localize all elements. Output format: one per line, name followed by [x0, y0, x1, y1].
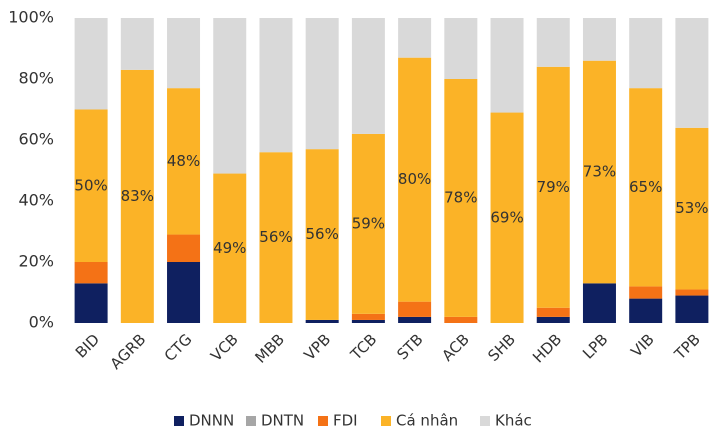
- bar-segment: [536, 307, 570, 317]
- x-tick-label: MBB: [252, 330, 288, 366]
- bar-segment: [675, 289, 709, 296]
- bar-segment: [629, 286, 663, 299]
- bar-segment: [629, 18, 663, 89]
- y-tick-label: 100%: [8, 8, 54, 27]
- bar-segment: [305, 149, 339, 320]
- data-label: 53%: [675, 199, 708, 217]
- bar-segment: [167, 18, 201, 89]
- y-tick-label: 80%: [18, 69, 54, 88]
- x-tick-label: SHB: [484, 330, 519, 365]
- legend-swatch: [381, 416, 391, 426]
- bar-segment: [351, 18, 385, 134]
- bar-segment: [213, 18, 247, 174]
- bar-segment: [167, 234, 201, 262]
- x-tick-label: VPB: [301, 330, 335, 364]
- bar-segment: [398, 18, 432, 58]
- bar-segment: [582, 283, 616, 323]
- x-tick-label: TCB: [346, 330, 380, 364]
- legend-swatch: [246, 416, 256, 426]
- legend-label: FDI: [333, 412, 358, 430]
- bar-segment: [74, 283, 108, 323]
- x-tick-label: CTG: [161, 330, 196, 365]
- bar-segment: [167, 262, 201, 323]
- bar-segment: [582, 18, 616, 61]
- legend-swatch: [318, 416, 328, 426]
- data-label: 56%: [259, 228, 292, 246]
- legend-label: Cá nhân: [396, 412, 458, 430]
- legend-label: DNTN: [261, 412, 304, 430]
- bar-segment: [120, 18, 154, 70]
- y-tick-label: 0%: [29, 313, 54, 332]
- x-tick-label: HDB: [529, 330, 565, 366]
- legend-label: DNNN: [189, 412, 234, 430]
- bar-segment: [398, 301, 432, 317]
- bar-segment: [167, 88, 201, 235]
- bar-segment: [305, 319, 339, 323]
- data-label: 83%: [121, 187, 154, 205]
- data-label: 49%: [213, 239, 246, 257]
- data-label: 65%: [629, 178, 662, 196]
- data-label: 73%: [583, 163, 616, 181]
- bar-segment: [120, 69, 154, 323]
- bar-segment: [536, 66, 570, 308]
- data-label: 56%: [306, 225, 339, 243]
- bar-segment: [74, 262, 108, 284]
- bar-segment: [675, 127, 709, 290]
- data-label: 78%: [444, 188, 477, 206]
- data-label: 50%: [74, 176, 107, 194]
- data-label: 80%: [398, 170, 431, 188]
- bar-segment: [536, 18, 570, 67]
- bar-segment: [351, 133, 385, 314]
- x-tick-label: AGRB: [107, 330, 150, 373]
- y-tick-label: 40%: [18, 191, 54, 210]
- x-tick-label: STB: [393, 330, 426, 363]
- bar-segment: [444, 18, 478, 79]
- bar-segment: [444, 79, 478, 317]
- x-tick-label: VCB: [207, 330, 242, 365]
- bar-segment: [629, 88, 663, 287]
- bar-segment: [213, 173, 247, 323]
- data-label: 69%: [490, 208, 523, 226]
- bar-segment: [675, 18, 709, 128]
- y-tick-label: 60%: [18, 130, 54, 149]
- bar-segment: [490, 18, 524, 113]
- bar-segment: [259, 18, 293, 153]
- bar-segment: [398, 57, 432, 302]
- bar-segment: [351, 313, 385, 320]
- legend-swatch: [480, 416, 490, 426]
- data-label: 59%: [352, 214, 385, 232]
- bar-segment: [490, 112, 524, 323]
- bar-segment: [305, 18, 339, 150]
- legend-swatch: [174, 416, 184, 426]
- bar-segment: [259, 152, 293, 323]
- x-tick-label: VIB: [627, 330, 657, 360]
- bar-segment: [398, 316, 432, 323]
- bar-segment: [74, 109, 108, 262]
- bar-segment: [74, 18, 108, 110]
- bar-segment: [351, 319, 385, 323]
- bar-segment: [444, 316, 478, 323]
- x-tick-label: TPB: [670, 330, 704, 364]
- bar-segment: [536, 316, 570, 323]
- legend-label: Khác: [495, 412, 532, 430]
- data-label: 48%: [167, 152, 200, 170]
- bar-segment: [582, 60, 616, 284]
- x-tick-label: LPB: [579, 330, 611, 362]
- x-tick-label: ACB: [438, 330, 472, 364]
- x-tick-label: BID: [72, 330, 103, 361]
- bar-segment: [629, 298, 663, 323]
- bar-segment: [675, 295, 709, 323]
- y-tick-label: 20%: [18, 252, 54, 271]
- data-label: 79%: [537, 178, 570, 196]
